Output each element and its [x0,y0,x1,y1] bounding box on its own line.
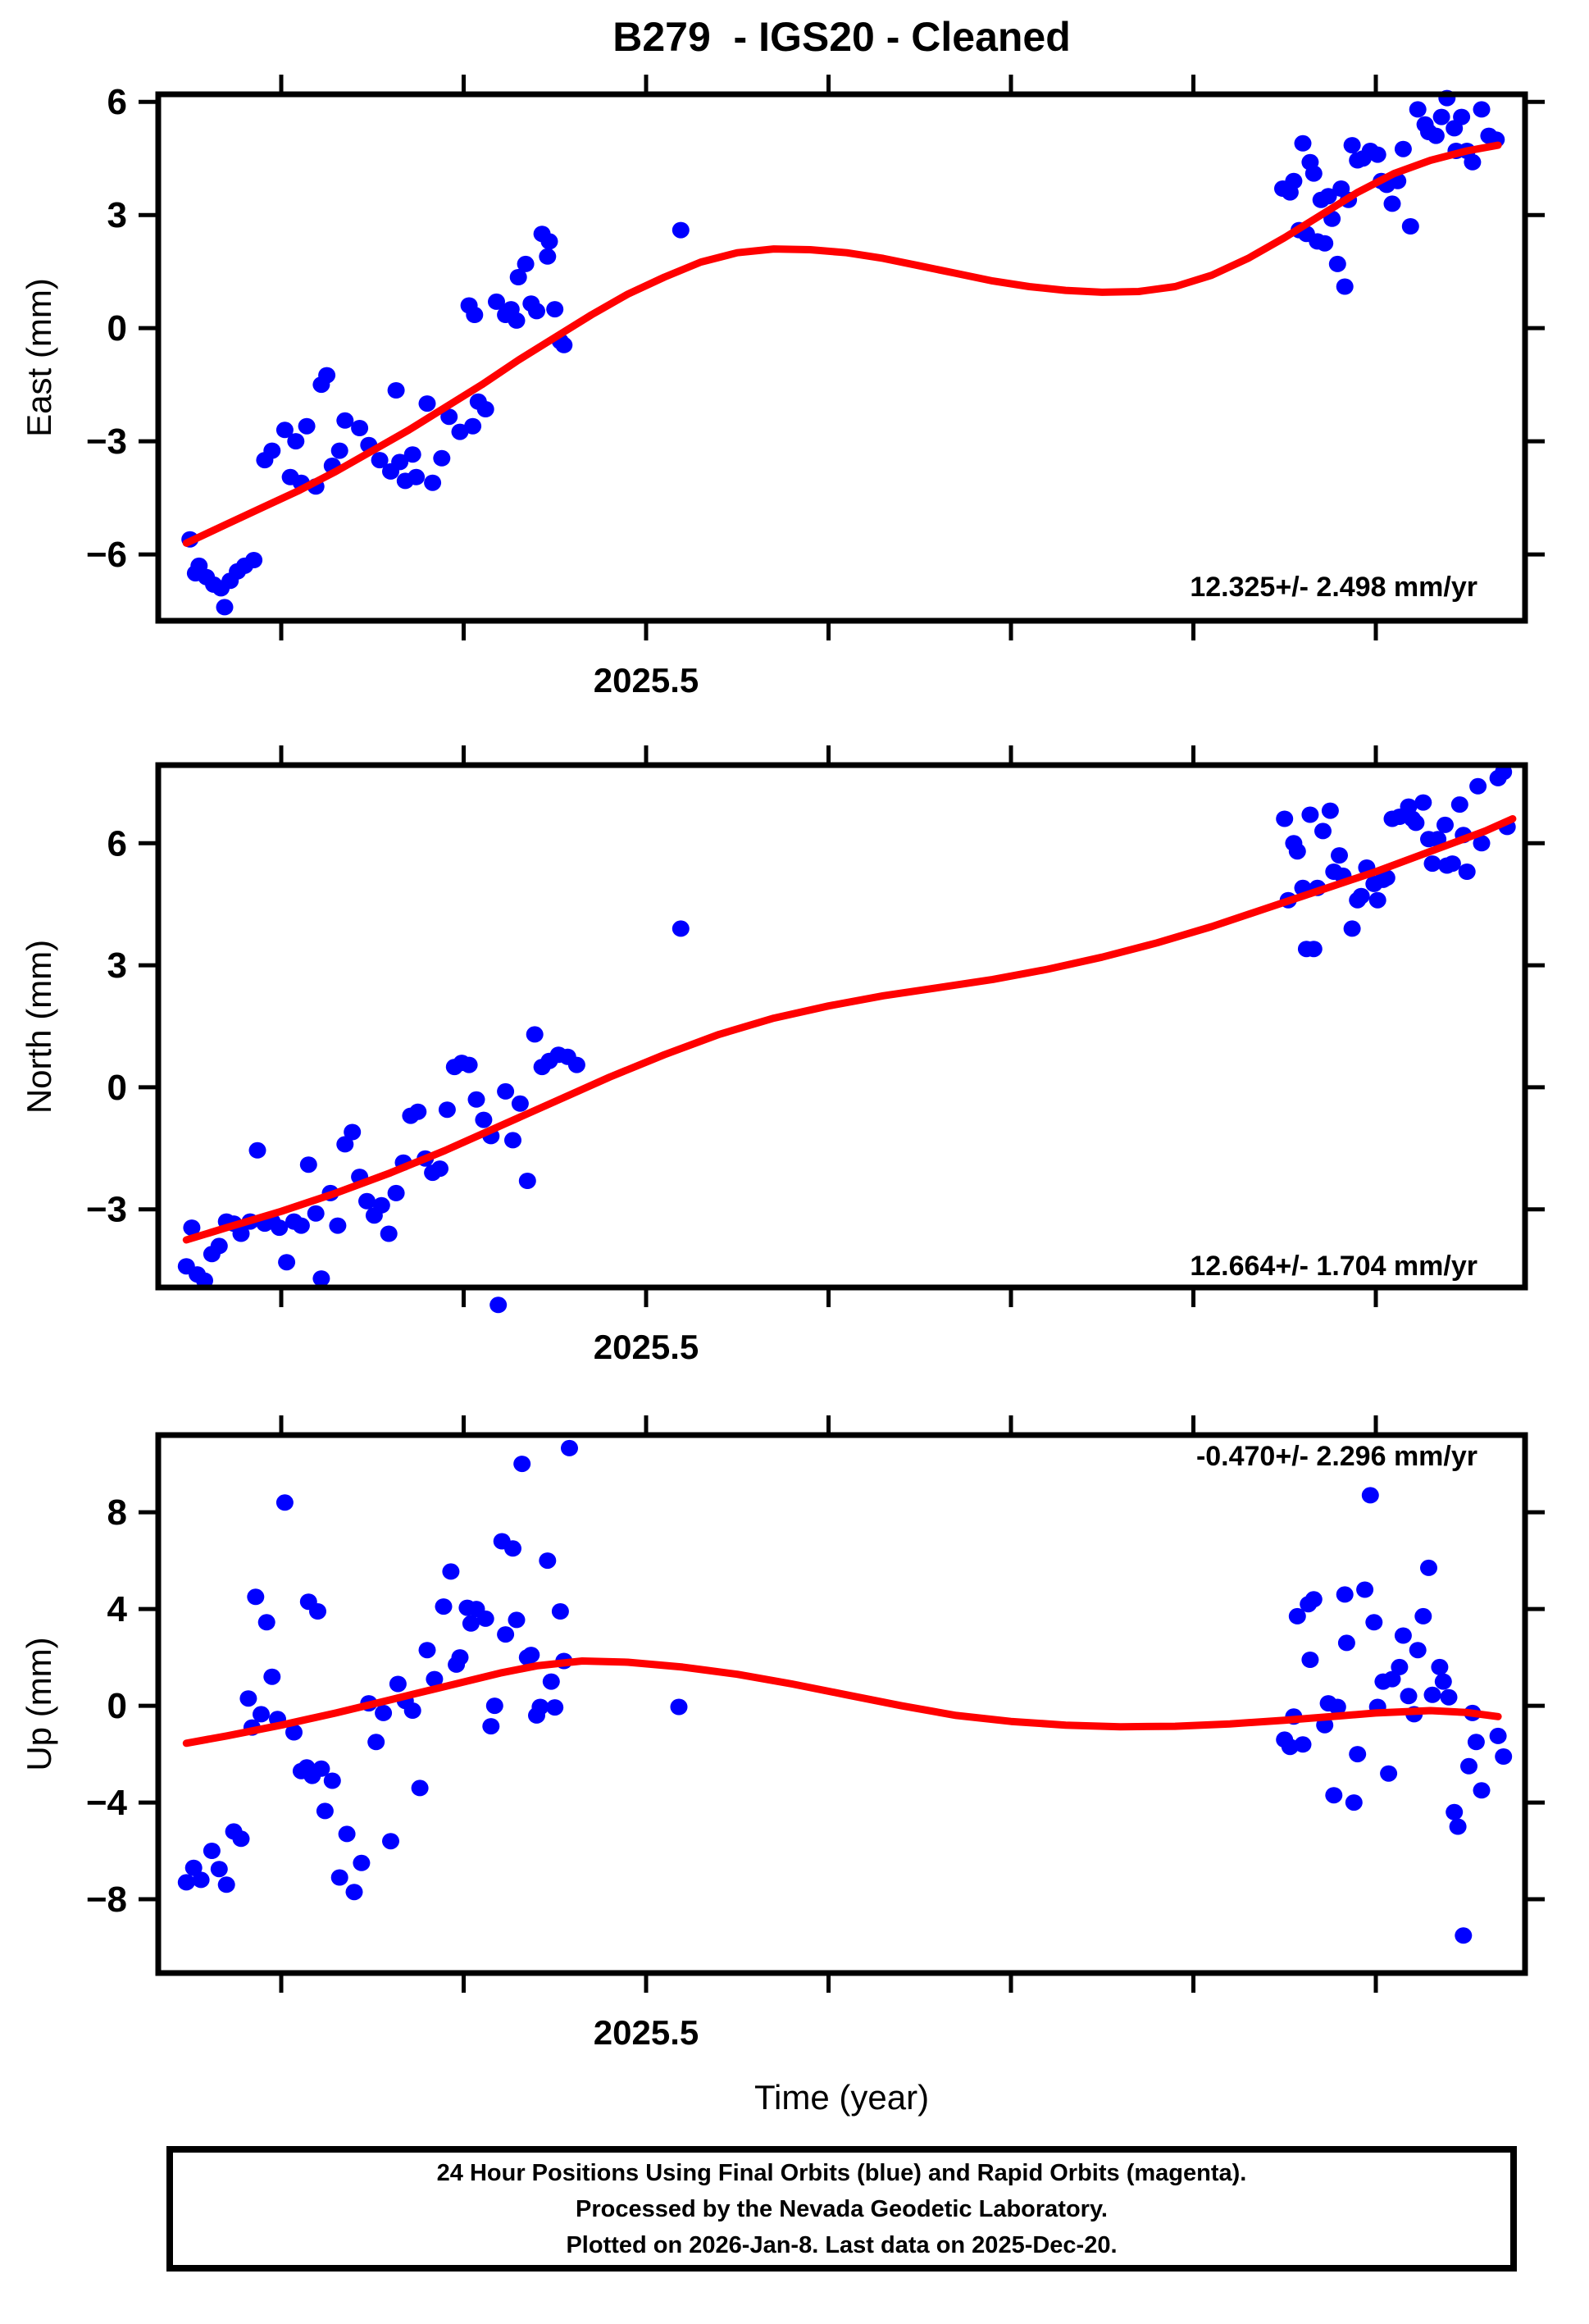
time-axis-label: Time (year) [754,2078,930,2117]
east-data-points [181,89,1505,616]
svg-text:6: 6 [107,82,127,122]
up-trend-line [182,1657,1502,1748]
east-frame [155,91,1528,624]
north-axis-title: North (mm) [20,939,58,1114]
north-panel: 6 3 0 −3 [86,745,1545,1314]
up-trend-label: -0.470+/- 2.296 mm/yr [1195,1441,1477,1472]
east-xtick-label: 2025.5 [593,661,699,699]
svg-text:−6: −6 [86,535,127,575]
up-ticks [139,1415,1545,1993]
north-data-points [177,763,1516,1314]
footer-box: 24 Hour Positions Using Final Orbits (bl… [166,2146,1517,2272]
north-xtick-label: 2025.5 [593,1328,699,1366]
svg-text:−4: −4 [86,1783,128,1823]
up-axis-title: Up (mm) [20,1637,58,1771]
up-panel: 8 4 0 −4 −8 [86,1415,1545,1993]
svg-text:0: 0 [107,308,127,349]
north-frame [155,762,1528,1291]
east-ytick-labels: 6 3 0 −3 −6 [86,82,127,575]
svg-text:3: 3 [107,195,127,235]
east-trend-line [182,141,1502,547]
footer-line-plotted: Plotted on 2026-Jan-8. Last data on 2025… [566,2231,1118,2258]
footer-line-orbits: 24 Hour Positions Using Final Orbits (bl… [436,2159,1247,2186]
svg-text:6: 6 [107,823,127,864]
east-ticks [139,75,1545,640]
east-trend-label: 12.325+/- 2.498 mm/yr [1190,572,1477,603]
svg-text:0: 0 [107,1686,127,1726]
footer-line-processed: Processed by the Nevada Geodetic Laborat… [576,2195,1108,2222]
svg-text:0: 0 [107,1068,127,1108]
svg-text:8: 8 [107,1492,127,1533]
east-axis-title: East (mm) [20,278,58,437]
svg-text:−8: −8 [86,1880,127,1920]
svg-text:−3: −3 [86,422,127,462]
svg-text:3: 3 [107,946,127,986]
svg-text:−3: −3 [86,1190,127,1230]
svg-text:4: 4 [107,1589,128,1629]
north-trend-line [182,815,1517,1244]
page-title: B279 - IGS20 - Cleaned [612,14,1071,60]
north-ytick-labels: 6 3 0 −3 [86,823,127,1229]
east-panel: 6 3 0 −3 −6 [86,75,1545,640]
up-ytick-labels: 8 4 0 −4 −8 [86,1492,128,1920]
north-trend-label: 12.664+/- 1.704 mm/yr [1190,1251,1477,1282]
north-ticks [139,745,1545,1307]
up-xtick-label: 2025.5 [593,2013,699,2052]
